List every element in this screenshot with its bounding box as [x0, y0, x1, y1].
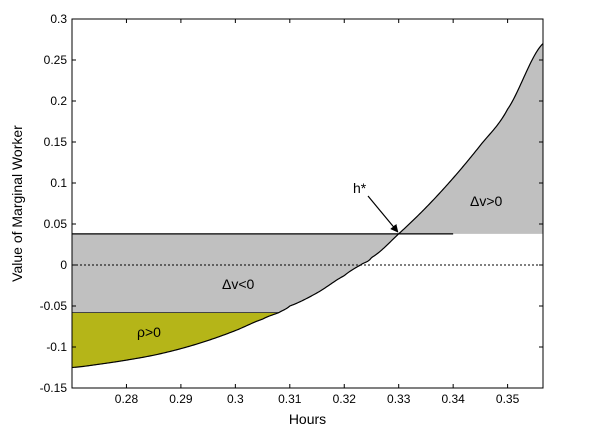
region-label-dv-negative: Δv<0: [222, 276, 255, 292]
y-tick-label: -0.05: [40, 299, 68, 313]
chart-lines: [71, 43, 544, 369]
region-rho-positive: [72, 312, 279, 368]
h-star-arrow: [367, 195, 399, 233]
y-tick-label: 0.1: [50, 176, 67, 190]
x-tick-label: 0.35: [496, 392, 520, 406]
annotation-h-star: h*: [353, 180, 367, 196]
y-tick-label: 0: [60, 258, 67, 272]
y-tick-label: 0.25: [44, 53, 68, 67]
x-tick-label: 0.3: [227, 392, 244, 406]
axes: [71, 18, 544, 389]
region-label-dv-positive: Δv>0: [470, 193, 503, 209]
y-axis-label: Value of Marginal Worker: [9, 125, 25, 282]
y-tick-label: 0.2: [50, 94, 67, 108]
y-tick-label: -0.1: [46, 340, 67, 354]
x-tick-label: 0.33: [387, 392, 411, 406]
y-tick-label: 0.3: [50, 12, 67, 26]
annotations: Δv<0 Δv>0 ρ>0 h*: [137, 180, 503, 340]
shaded-regions: [72, 43, 543, 368]
x-axis-label: Hours: [289, 411, 326, 427]
x-tick-label: 0.28: [115, 392, 139, 406]
plot-frame: [71, 18, 544, 389]
y-tick-label: 0.15: [44, 135, 68, 149]
x-tick-label: 0.29: [169, 392, 193, 406]
x-tick-label: 0.34: [441, 392, 465, 406]
y-tick-label: -0.15: [40, 381, 68, 395]
y-tick-label: 0.05: [44, 217, 68, 231]
region-dv-positive: [398, 43, 543, 234]
tick-labels: 0.28 0.29 0.3 0.31 0.32 0.33 0.34 0.35 -0.15 -0.1…: [40, 12, 520, 406]
value-curve: [71, 43, 544, 369]
region-label-rho-positive: ρ>0: [137, 324, 161, 340]
x-tick-label: 0.32: [333, 392, 357, 406]
x-tick-label: 0.31: [278, 392, 302, 406]
